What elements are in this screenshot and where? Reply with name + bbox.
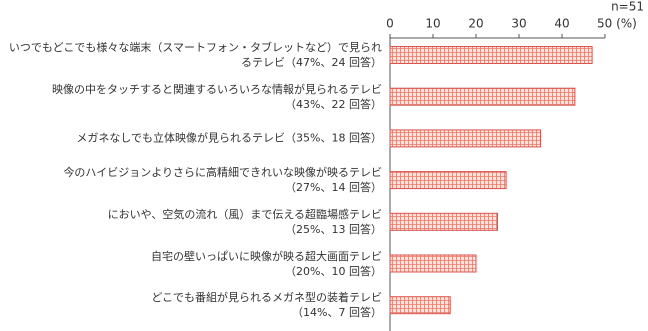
- value-label: （20%、10 回答）: [285, 264, 382, 278]
- sample-note: n=51: [611, 0, 644, 14]
- value-label: （25%、13 回答）: [285, 222, 382, 236]
- bar: [389, 296, 451, 315]
- x-tick-label: 0: [386, 17, 394, 31]
- category-label: においや、空気の流れ（風）まで伝える超臨場感テレビ （25%、13 回答）: [7, 207, 382, 237]
- category-name: においや、空気の流れ（風）まで伝える超臨場感テレビ: [107, 207, 382, 221]
- value-label: （35%、18 回答）: [285, 131, 382, 145]
- category-label: いつでもどこでも様々な端末（スマートフォン・タブレットなど）で見られるテレビ（4…: [7, 40, 382, 70]
- bar: [389, 129, 541, 148]
- bar: [389, 46, 593, 64]
- x-tick-label: 50 (%): [597, 17, 637, 31]
- category-name: 映像の中をタッチすると関連するいろいろな情報が見られるテレビ: [52, 82, 382, 96]
- category-label: 今のハイビジョンよりさらに高精細できれいな映像が映るテレビ （27%、14 回答）: [7, 165, 382, 195]
- x-tick-label: 10: [425, 17, 440, 31]
- category-name: いつでもどこでも様々な端末（スマートフォン・タブレットなど）で見られるテレビ: [8, 41, 382, 69]
- x-tick-label: 30: [511, 17, 526, 31]
- bar: [389, 212, 498, 231]
- category-name: メガネなしでも立体映像が見られるテレビ: [76, 131, 286, 145]
- category-label: 自宅の壁いっぱいに映像が映る超大画面テレビ （20%、10 回答）: [7, 249, 382, 279]
- value-label: （43%、22 回答）: [285, 97, 382, 111]
- category-name: 自宅の壁いっぱいに映像が映る超大画面テレビ: [151, 249, 382, 263]
- category-label: メガネなしでも立体映像が見られるテレビ（35%、18 回答）: [7, 131, 382, 146]
- x-tick-label: 40: [554, 17, 569, 31]
- value-label: （47%、24 回答）: [285, 56, 382, 69]
- category-label: どこでも番組が見られるメガネ型の装着テレビ （14%、7 回答）: [7, 290, 382, 320]
- value-label: （27%、14 回答）: [285, 181, 382, 195]
- x-tick-label: 20: [468, 17, 483, 31]
- bar: [389, 254, 477, 273]
- category-label: 映像の中をタッチすると関連するいろいろな情報が見られるテレビ （43%、22 回答…: [7, 82, 382, 112]
- bar: [389, 87, 576, 106]
- bar: [389, 171, 507, 190]
- value-label: （14%、7 回答）: [292, 306, 382, 320]
- category-name: 今のハイビジョンよりさらに高精細できれいな映像が映るテレビ: [63, 166, 382, 180]
- category-name: どこでも番組が見られるメガネ型の装着テレビ: [151, 291, 382, 305]
